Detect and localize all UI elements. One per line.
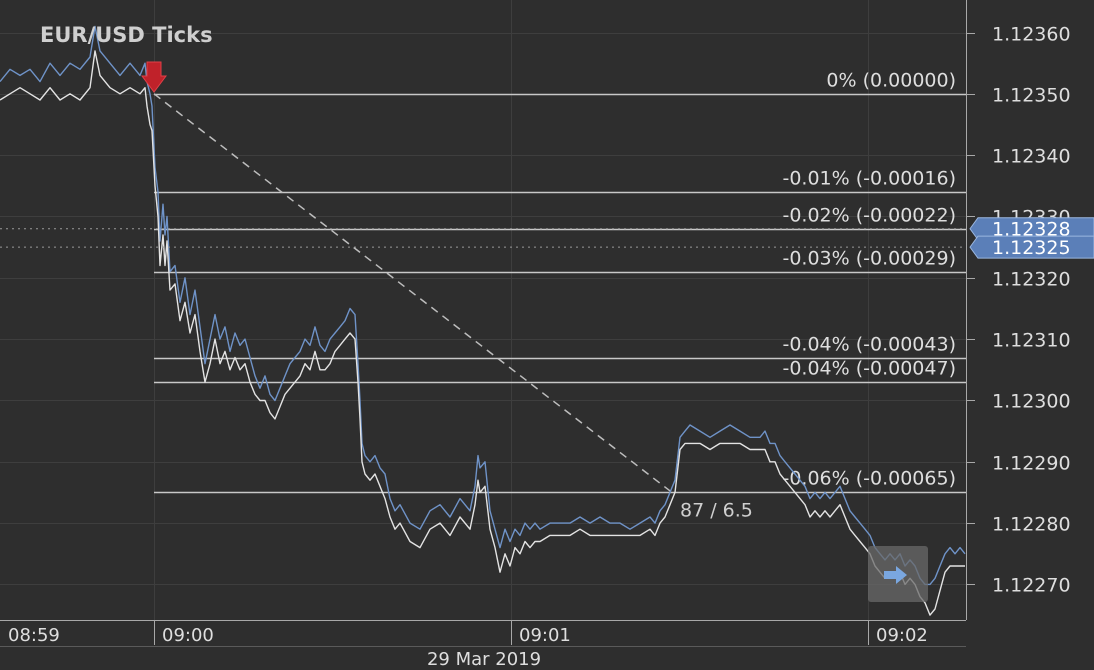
trendline-label: 87 / 6.5 xyxy=(680,499,753,521)
grid xyxy=(0,0,966,620)
y-tick-label: 1.12270 xyxy=(992,575,1071,597)
y-tick-label: 1.12350 xyxy=(992,85,1071,107)
time-axis: 08:59 09:00 09:01 09:02 xyxy=(8,621,928,646)
x-tick-label: 09:01 xyxy=(519,625,571,646)
fib-retracement: 0% (0.00000) -0.01% (-0.00016) -0.02% (-0.… xyxy=(154,70,966,494)
y-tick-label: 1.12310 xyxy=(992,330,1071,352)
fib-level-label: -0.03% (-0.00029) xyxy=(782,248,956,270)
fib-level-label: -0.06% (-0.00065) xyxy=(782,468,956,490)
fib-level-label: 0% (0.00000) xyxy=(826,70,956,92)
chart-title: EUR/USD Ticks xyxy=(40,23,213,47)
ask-series-line xyxy=(0,25,966,586)
fib-level-label: -0.04% (-0.00043) xyxy=(782,334,956,356)
fib-level-label: -0.02% (-0.00022) xyxy=(782,205,956,227)
trendline xyxy=(153,93,673,494)
x-tick-label: 08:59 xyxy=(8,625,60,646)
date-label: 29 Mar 2019 xyxy=(427,649,541,670)
arrow-right-icon xyxy=(884,566,907,584)
y-tick-label: 1.12320 xyxy=(992,269,1071,291)
fib-level-label: -0.04% (-0.00047) xyxy=(782,358,956,380)
y-tick-label: 1.12300 xyxy=(992,391,1071,413)
fib-level-label: -0.01% (-0.00016) xyxy=(782,168,956,190)
plot-area xyxy=(0,0,966,620)
time-axis-area xyxy=(0,620,1094,670)
price-tag-label: 1.12328 xyxy=(992,219,1071,241)
scroll-to-end-button[interactable] xyxy=(868,546,928,602)
bid-series-line xyxy=(0,50,965,616)
price-tag-label: 1.12325 xyxy=(992,237,1071,259)
price-tag xyxy=(969,235,1094,259)
y-tick-label: 1.12340 xyxy=(992,146,1071,168)
series-group xyxy=(0,25,966,616)
x-tick-label: 09:00 xyxy=(162,625,214,646)
y-tick-label: 1.12360 xyxy=(992,24,1071,46)
price-axis: 1.123601.123501.123401.123301.123201.123… xyxy=(966,24,1071,597)
x-tick-label: 09:02 xyxy=(876,625,928,646)
y-tick-label: 1.12290 xyxy=(992,453,1071,475)
sell-arrow-icon xyxy=(141,61,167,93)
y-tick-label: 1.12280 xyxy=(992,514,1071,536)
